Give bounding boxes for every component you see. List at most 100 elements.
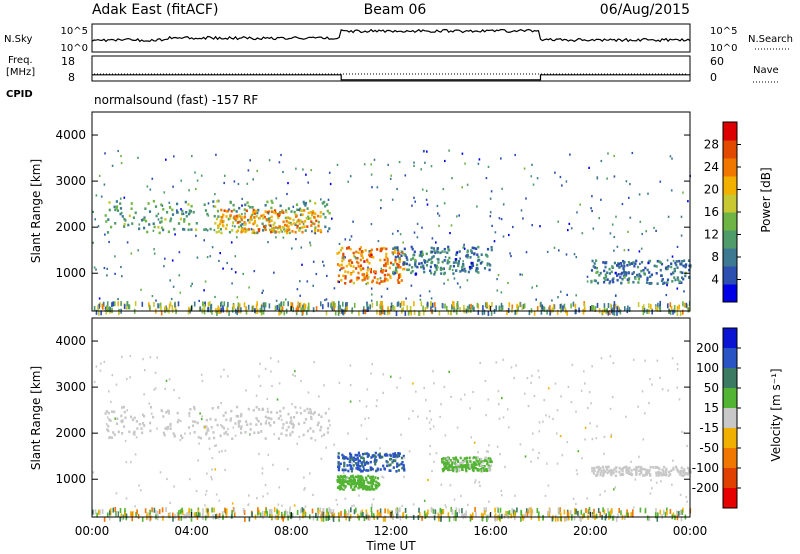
scatter-cell bbox=[322, 201, 325, 204]
scatter-cell bbox=[360, 268, 363, 272]
scatter-cell bbox=[459, 286, 462, 289]
noise-sky-line bbox=[91, 28, 691, 43]
scatter-cell bbox=[651, 309, 653, 315]
scatter-cell bbox=[659, 268, 662, 272]
scatter-cell bbox=[114, 301, 116, 307]
scatter-cell bbox=[342, 309, 344, 315]
scatter-cell bbox=[627, 271, 630, 274]
noise-panel-frame bbox=[91, 23, 691, 53]
scatter-cell bbox=[648, 271, 651, 274]
noise-search-label: N.Search bbox=[748, 34, 793, 45]
scatter-cell bbox=[595, 266, 598, 270]
scatter-cell bbox=[543, 306, 545, 312]
scatter-cell bbox=[411, 269, 414, 273]
scatter-cell bbox=[119, 516, 121, 522]
scatter-cell bbox=[612, 515, 615, 521]
scatter-cell bbox=[591, 469, 594, 473]
colorbar-tick-label: -15 bbox=[699, 421, 719, 435]
scatter-cell bbox=[361, 469, 364, 473]
scatter-cell bbox=[92, 210, 94, 213]
scatter-cell bbox=[153, 225, 156, 229]
scatter-cell bbox=[347, 246, 350, 249]
scatter-cell bbox=[214, 205, 217, 208]
scatter-cell bbox=[373, 158, 376, 161]
scatter-cell bbox=[474, 466, 478, 470]
scatter-cell bbox=[420, 265, 423, 269]
scatter-cell bbox=[678, 259, 681, 263]
scatter-cell bbox=[287, 468, 289, 471]
scatter-cell bbox=[194, 171, 196, 174]
scatter-cell bbox=[490, 460, 493, 464]
scatter-cell bbox=[212, 431, 215, 434]
scatter-cell bbox=[664, 473, 668, 477]
scatter-cell bbox=[445, 466, 448, 470]
scatter-cell bbox=[462, 260, 464, 263]
scatter-cell bbox=[402, 263, 405, 266]
scatter-cell bbox=[255, 423, 258, 426]
scatter-cell bbox=[186, 512, 188, 518]
scatter-cell bbox=[666, 259, 669, 262]
scatter-cell bbox=[233, 208, 236, 212]
scatter-cell bbox=[491, 302, 493, 307]
scatter-cell bbox=[577, 512, 580, 518]
scatter-cell bbox=[174, 302, 176, 308]
scatter-cell bbox=[659, 472, 663, 475]
scatter-cell bbox=[126, 377, 128, 381]
scatter-cell bbox=[675, 263, 678, 267]
scatter-cell bbox=[296, 510, 299, 515]
scatter-cell bbox=[244, 203, 247, 207]
scatter-cell bbox=[381, 455, 384, 459]
scatter-cell bbox=[377, 453, 380, 457]
scatter-cell bbox=[346, 464, 349, 467]
scatter-cell bbox=[347, 482, 351, 486]
scatter-cell bbox=[96, 512, 98, 518]
scatter-cell bbox=[411, 266, 414, 269]
scatter-cell bbox=[376, 399, 378, 402]
scatter-cell bbox=[124, 439, 127, 443]
scatter-cell bbox=[311, 222, 314, 225]
scatter-cell bbox=[338, 300, 340, 306]
scatter-cell bbox=[293, 504, 296, 507]
scatter-cell bbox=[285, 224, 289, 227]
scatter-cell bbox=[645, 230, 647, 233]
scatter-cell bbox=[638, 469, 641, 473]
scatter-cell bbox=[376, 301, 378, 307]
scatter-cell bbox=[273, 507, 276, 513]
colorbar-swatch bbox=[723, 140, 737, 159]
scatter-cell bbox=[143, 218, 146, 221]
scatter-cell bbox=[628, 196, 630, 199]
scatter-cell bbox=[568, 222, 571, 225]
scatter-cell bbox=[228, 311, 230, 316]
scatter-cell bbox=[546, 462, 548, 465]
scatter-cell bbox=[149, 188, 152, 191]
scatter-cell bbox=[224, 468, 226, 472]
scatter-cell bbox=[171, 307, 174, 313]
scatter-cell bbox=[288, 228, 291, 231]
scatter-cell bbox=[538, 376, 540, 379]
scatter-cell bbox=[370, 372, 372, 375]
scatter-cell bbox=[258, 408, 261, 411]
scatter-cell bbox=[225, 418, 228, 422]
scatter-cell bbox=[386, 454, 389, 457]
scatter-cell bbox=[354, 482, 357, 486]
scatter-cell bbox=[304, 306, 306, 312]
scatter-cell bbox=[284, 223, 287, 227]
scatter-cell bbox=[464, 464, 467, 467]
scatter-cell bbox=[395, 470, 398, 473]
scatter-cell bbox=[299, 219, 302, 222]
scatter-cell bbox=[191, 282, 193, 285]
scatter-cell bbox=[291, 230, 294, 233]
scatter-cell bbox=[468, 304, 471, 310]
scatter-cell bbox=[120, 265, 122, 269]
scatter-cell bbox=[344, 238, 347, 241]
scatter-cell bbox=[566, 441, 569, 444]
scatter-cell bbox=[295, 310, 298, 316]
scatter-cell bbox=[289, 433, 292, 437]
scatter-cell bbox=[522, 515, 524, 521]
scatter-cell bbox=[402, 464, 405, 468]
scatter-cell bbox=[290, 306, 292, 312]
scatter-cell bbox=[476, 205, 478, 208]
scatter-cell bbox=[684, 274, 687, 278]
scatter-cell bbox=[353, 456, 356, 460]
scatter-cell bbox=[179, 439, 182, 442]
